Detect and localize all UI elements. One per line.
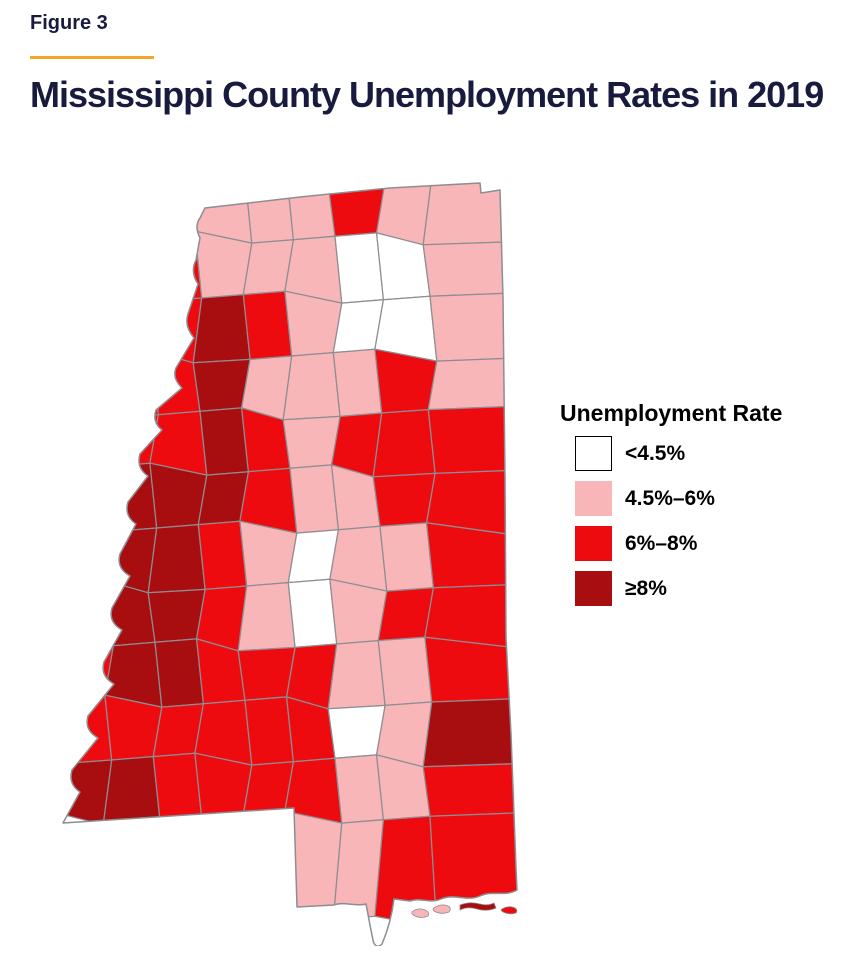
county-shape xyxy=(429,292,517,362)
barrier-islands xyxy=(411,902,518,918)
county-shape xyxy=(422,697,517,768)
legend-swatch xyxy=(575,571,612,606)
county-shape xyxy=(239,520,298,587)
county-shape xyxy=(327,639,386,710)
county-shapes xyxy=(63,183,517,929)
county-shape xyxy=(372,408,436,478)
legend-item: ≥8% xyxy=(575,571,820,606)
county-shape xyxy=(147,588,206,643)
county-shape xyxy=(102,755,161,826)
legend-item: 4.5%–6% xyxy=(575,481,820,516)
county-shape xyxy=(327,704,386,759)
legend-swatch xyxy=(575,436,612,471)
county-shape xyxy=(199,407,250,476)
barrier-island xyxy=(459,902,497,911)
county-shape xyxy=(289,464,340,534)
barrier-island xyxy=(500,906,518,915)
county-shape xyxy=(284,290,343,357)
legend-swatch xyxy=(575,526,612,561)
county-shape xyxy=(427,357,517,411)
county-shape xyxy=(244,183,295,244)
county-shape xyxy=(149,462,208,529)
mississippi-choropleth-map xyxy=(62,182,518,946)
county-shape xyxy=(282,351,341,421)
county-shape xyxy=(425,522,517,589)
county-shape xyxy=(63,530,116,585)
county-shape xyxy=(377,636,433,707)
barrier-island xyxy=(432,904,451,914)
county-shape xyxy=(287,578,338,649)
county-shape xyxy=(152,752,203,823)
legend-item: <4.5% xyxy=(575,436,820,471)
legend-item-label: <4.5% xyxy=(625,441,686,465)
county-shape xyxy=(424,636,517,703)
county-shape xyxy=(194,752,253,819)
legend: Unemployment Rate <4.5% 4.5%–6% 6%–8% ≥8% xyxy=(560,400,820,616)
county-shape xyxy=(422,762,517,817)
legend-title: Unemployment Rate xyxy=(560,400,783,426)
county-shape xyxy=(329,578,388,645)
legend-item-label: 4.5%–6% xyxy=(625,486,715,510)
county-shape xyxy=(424,583,517,650)
accent-rule xyxy=(30,56,154,59)
legend-item-label: ≥8% xyxy=(625,576,667,600)
county-shape xyxy=(332,348,383,418)
legend-item-label: 6%–8% xyxy=(625,531,698,555)
county-shape xyxy=(372,472,436,527)
county-shape xyxy=(237,646,296,701)
county-shape xyxy=(422,240,517,297)
county-shape xyxy=(379,522,435,592)
county-shape xyxy=(242,290,293,361)
figure-label: Figure 3 xyxy=(30,12,108,34)
county-shape xyxy=(192,358,251,412)
county-shape xyxy=(104,694,163,761)
legend-item: 6%–8% xyxy=(575,526,820,561)
county-shape xyxy=(194,230,253,299)
county-shape xyxy=(197,520,248,591)
legend-items: <4.5% 4.5%–6% 6%–8% ≥8% xyxy=(560,436,820,606)
legend-swatch xyxy=(575,481,612,516)
county-shape xyxy=(334,232,385,304)
county-shape xyxy=(237,581,296,652)
county-shape xyxy=(109,350,160,419)
county-shape xyxy=(63,645,115,700)
county-shape xyxy=(244,696,295,766)
figure-title: Mississippi County Unemployment Rates in… xyxy=(30,74,824,115)
county-shape xyxy=(63,580,115,650)
county-shape xyxy=(63,465,116,536)
county-shape xyxy=(427,405,517,475)
county-shape xyxy=(334,754,385,824)
county-shape xyxy=(147,523,206,594)
county-shape xyxy=(154,638,205,708)
county-shape xyxy=(192,293,251,364)
barrier-island xyxy=(411,908,429,918)
county-shape xyxy=(282,415,341,469)
county-shape xyxy=(285,183,336,241)
county-shape xyxy=(422,183,517,246)
county-shape xyxy=(374,348,438,414)
